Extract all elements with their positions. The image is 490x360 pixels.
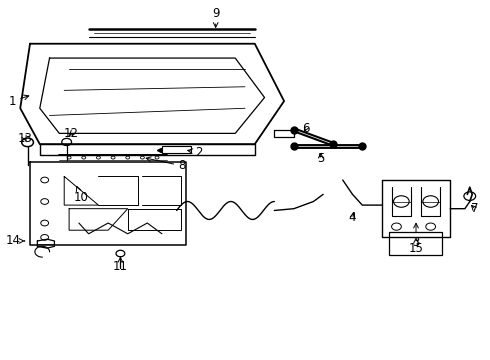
Text: 15: 15 <box>409 238 423 255</box>
Text: 4: 4 <box>349 211 356 224</box>
Text: 11: 11 <box>113 257 128 273</box>
Text: 9: 9 <box>212 7 220 27</box>
Text: 10: 10 <box>74 186 89 204</box>
Text: 7: 7 <box>471 202 478 215</box>
Text: 6: 6 <box>302 122 310 135</box>
Text: 2: 2 <box>188 145 202 158</box>
Text: 1: 1 <box>9 95 29 108</box>
Text: 12: 12 <box>64 127 79 140</box>
Text: 3: 3 <box>412 223 420 249</box>
Text: 13: 13 <box>18 132 32 145</box>
Text: 8: 8 <box>146 157 185 172</box>
Bar <box>162 146 191 153</box>
Text: 14: 14 <box>5 234 25 247</box>
Text: 5: 5 <box>317 152 324 165</box>
